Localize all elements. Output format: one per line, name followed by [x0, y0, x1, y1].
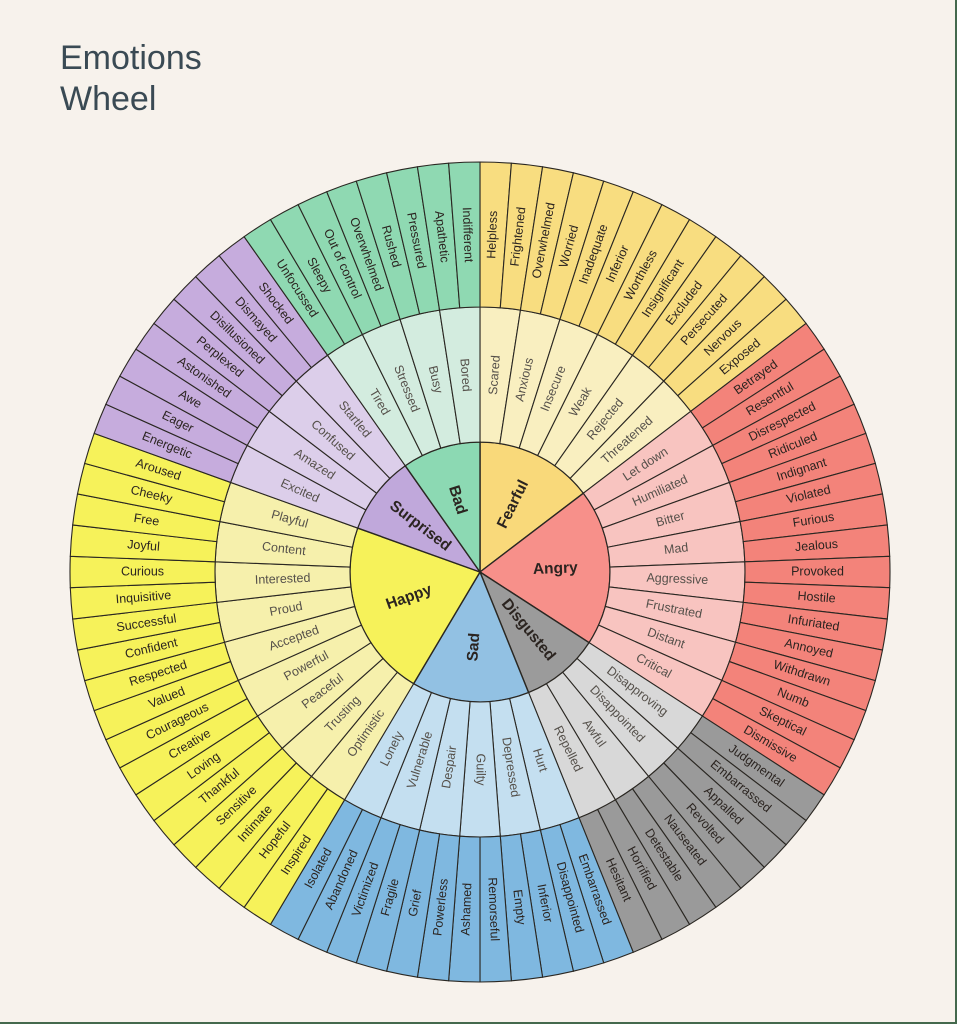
- svg-text:Ashamed: Ashamed: [458, 883, 474, 936]
- svg-text:Angry: Angry: [533, 559, 579, 578]
- svg-text:Remorseful: Remorseful: [485, 877, 501, 941]
- svg-text:Provoked: Provoked: [791, 564, 844, 578]
- svg-text:Indifferent: Indifferent: [460, 207, 476, 263]
- svg-text:Bored: Bored: [457, 358, 474, 392]
- svg-text:Helpless: Helpless: [484, 211, 500, 259]
- svg-text:Sad: Sad: [464, 632, 483, 662]
- svg-text:Hostile: Hostile: [797, 589, 836, 606]
- svg-text:Joyful: Joyful: [127, 537, 161, 553]
- svg-text:Curious: Curious: [121, 564, 164, 578]
- svg-text:Interested: Interested: [255, 571, 311, 587]
- svg-text:Mad: Mad: [663, 540, 689, 557]
- svg-text:Guilty: Guilty: [474, 754, 488, 787]
- svg-text:Aggressive: Aggressive: [646, 571, 708, 587]
